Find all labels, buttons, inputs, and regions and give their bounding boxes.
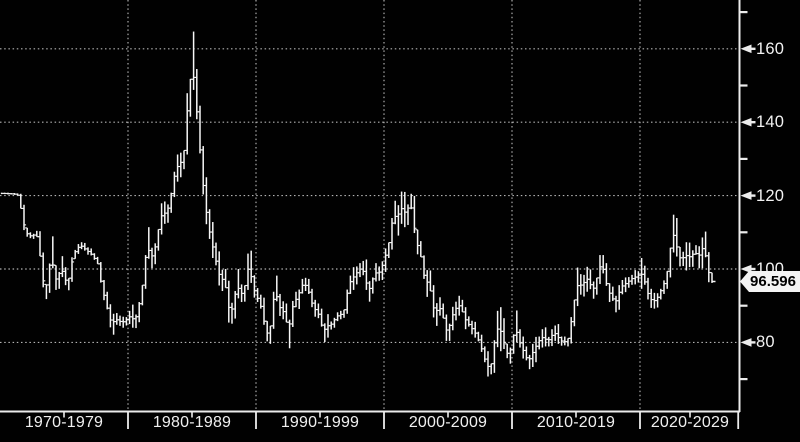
x-axis-decade-label: 2020-2029 bbox=[650, 414, 730, 431]
y-axis-tick-label: 80 bbox=[756, 333, 775, 351]
x-axis-decade-label: 1970-1979 bbox=[24, 414, 104, 431]
y-axis-tick-label: 160 bbox=[756, 40, 785, 58]
last-price-badge: 96.596 bbox=[740, 271, 800, 292]
x-axis-decade-label: 1990-1999 bbox=[280, 414, 360, 431]
y-axis-tick-label: 140 bbox=[756, 113, 785, 131]
x-axis-decade-label: 1980-1989 bbox=[152, 414, 232, 431]
y-axis-tick-label: 120 bbox=[756, 187, 785, 205]
x-axis-decade-label: 2000-2009 bbox=[408, 414, 488, 431]
x-axis-decade-label: 2010-2019 bbox=[536, 414, 616, 431]
